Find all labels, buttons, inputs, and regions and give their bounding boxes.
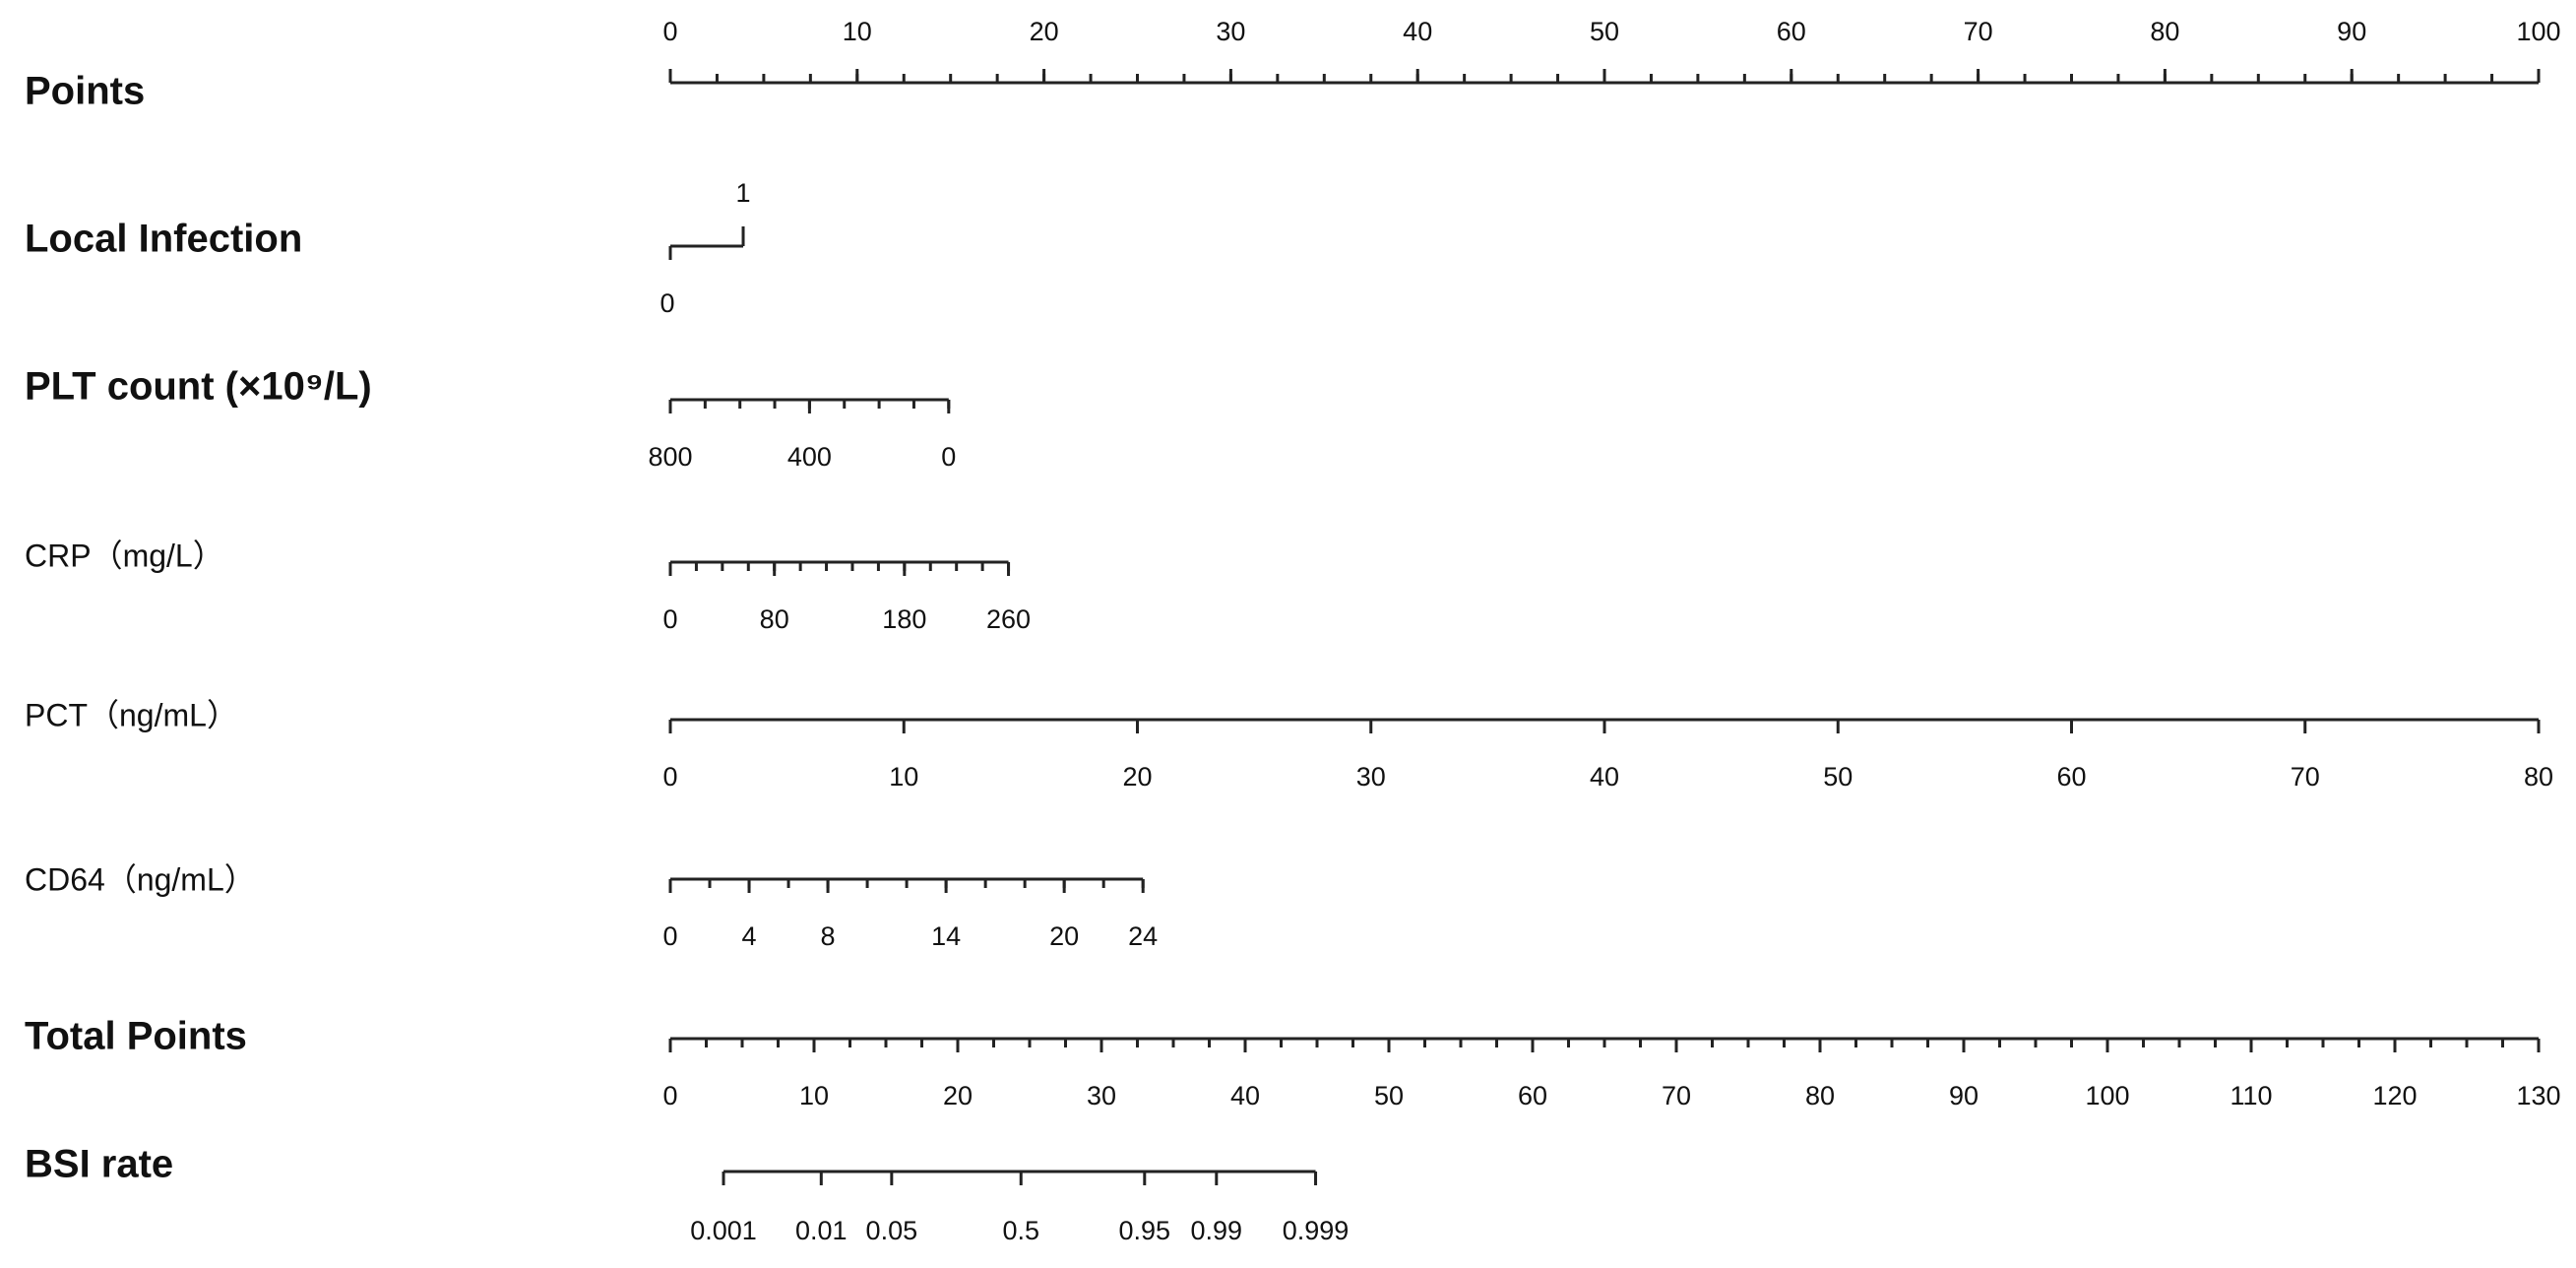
tick-label: 60 [2056, 762, 2086, 792]
tick-label: 60 [1777, 17, 1806, 46]
tick-label: 0.01 [795, 1216, 848, 1245]
tick-label: 110 [2230, 1081, 2272, 1110]
tick-label: 0.99 [1191, 1216, 1243, 1245]
tick-label: 0 [660, 288, 674, 318]
tick-label: 40 [1403, 17, 1432, 46]
tick-label: 100 [2516, 17, 2560, 46]
tick-label: 10 [889, 762, 918, 792]
tick-label: 0 [662, 17, 677, 46]
tick-label: 0 [662, 1081, 677, 1110]
tick-label: 0.999 [1283, 1216, 1350, 1245]
tick-label: 30 [1356, 762, 1386, 792]
tick-label: 20 [943, 1081, 973, 1110]
tick-label: 0.5 [1002, 1216, 1039, 1245]
axis-label: Total Points [25, 1015, 247, 1058]
tick-label: 14 [931, 921, 961, 951]
tick-label: 4 [742, 921, 757, 951]
tick-label: 80 [1805, 1081, 1835, 1110]
tick-label: 24 [1128, 921, 1158, 951]
tick-label: 0 [662, 762, 677, 792]
tick-label: 70 [2291, 762, 2320, 792]
tick-label: 260 [986, 604, 1031, 634]
axis-label: CRP（mg/L） [25, 538, 224, 573]
tick-label: 90 [2337, 17, 2366, 46]
axis-label: PLT count (×10⁹/L) [25, 365, 372, 409]
tick-label: 60 [1518, 1081, 1547, 1110]
tick-label: 0 [662, 604, 677, 634]
tick-label: 0 [662, 921, 677, 951]
tick-label: 50 [1823, 762, 1853, 792]
axis-label: Points [25, 70, 145, 113]
tick-label: 10 [799, 1081, 829, 1110]
tick-label: 70 [1964, 17, 1993, 46]
tick-label: 0.95 [1119, 1216, 1171, 1245]
tick-label: 100 [2085, 1081, 2129, 1110]
tick-label: 8 [821, 921, 836, 951]
tick-label: 40 [1230, 1081, 1260, 1110]
tick-label: 20 [1049, 921, 1079, 951]
tick-label: 40 [1590, 762, 1619, 792]
tick-label: 0.001 [690, 1216, 757, 1245]
tick-label: 80 [760, 604, 789, 634]
tick-label: 120 [2372, 1081, 2417, 1110]
tick-label: 10 [843, 17, 872, 46]
tick-label: 20 [1030, 17, 1059, 46]
tick-label: 0 [941, 442, 956, 472]
tick-label: 130 [2516, 1081, 2560, 1110]
tick-label: 30 [1087, 1081, 1116, 1110]
tick-label: 180 [882, 604, 926, 634]
tick-label: 800 [648, 442, 692, 472]
axis-label: BSI rate [25, 1143, 173, 1186]
axis-label: Local Infection [25, 218, 302, 261]
tick-label: 0.05 [866, 1216, 918, 1245]
tick-label: 50 [1590, 17, 1619, 46]
tick-label: 80 [2150, 17, 2179, 46]
tick-label: 20 [1122, 762, 1152, 792]
tick-label: 400 [787, 442, 832, 472]
axis-label: PCT（ng/mL） [25, 697, 238, 732]
tick-label: 30 [1216, 17, 1245, 46]
tick-label: 90 [1949, 1081, 1979, 1110]
tick-label: 80 [2524, 762, 2553, 792]
tick-label: 1 [736, 178, 751, 208]
axis-label: CD64（ng/mL） [25, 861, 256, 897]
tick-label: 50 [1374, 1081, 1404, 1110]
tick-label: 70 [1662, 1081, 1691, 1110]
